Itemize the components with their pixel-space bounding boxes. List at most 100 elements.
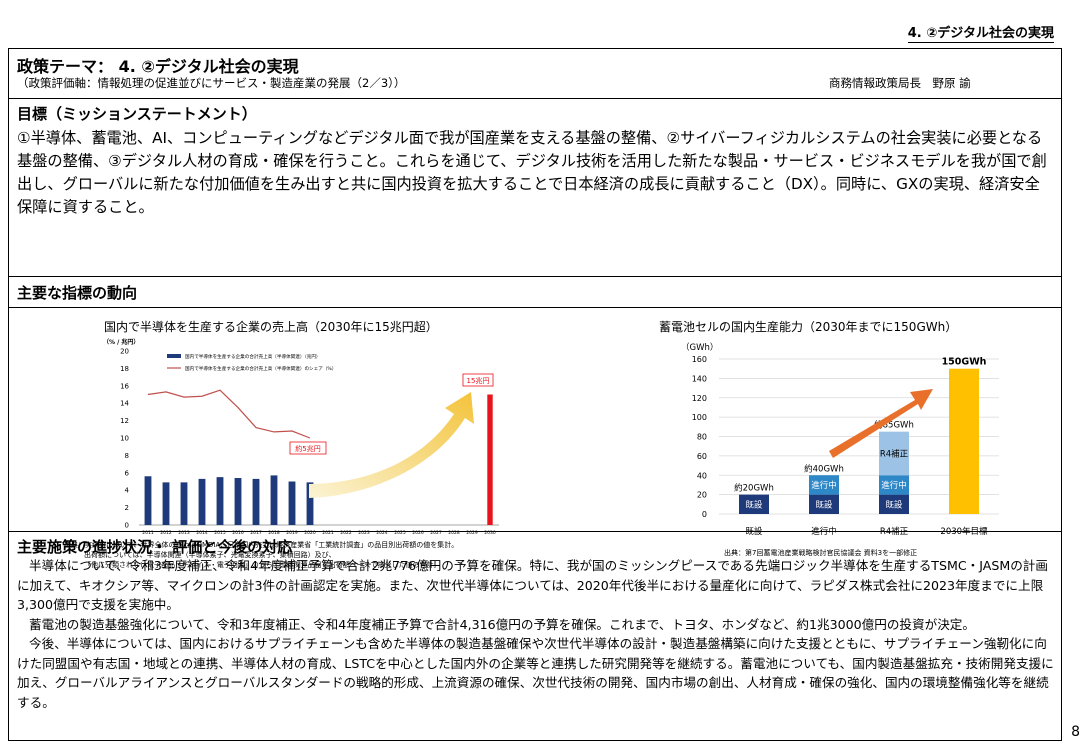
semi-x-tick: 2027 [430,530,442,534]
battery-bar-segment [809,494,839,514]
semi-source-2: 出荷額については、半導体関連（半導体素子、光電変換素子、集積回路）及び、 [84,551,336,559]
theme-title: 政策テーマ： 4. ②デジタル社会の実現 [17,57,299,76]
policy-sheet: 政策テーマ： 4. ②デジタル社会の実現 （政策評価軸：情報処理の促進並びにサー… [8,48,1062,741]
battery-x-tick: 進行中 [811,526,837,536]
semi-y-tick: 10 [120,435,129,443]
semiconductor-chart: （% / 兆円） 0 2 4 6 8 10 12 14 16 18 20 2011 2012 2013 201… [103,338,499,534]
battery-y-tick: 160 [692,355,707,364]
battery-y-tick: 80 [697,433,707,442]
semi-y-tick: 20 [120,348,129,356]
semi-bar [288,481,296,525]
semi-annotation-15trillion: 15兆円 [467,376,490,385]
battery-y-tick: 40 [697,471,707,480]
progress-paragraph-2: 蓄電池の製造基盤強化について、令和3年度補正、令和4年度補正予算で合計4,316… [29,616,975,632]
semi-bar [306,482,314,525]
page-header-label: 4. ②デジタル社会の実現 [907,22,1054,43]
page-number: 8 [1071,724,1080,740]
mission-title: 目標（ミッションステートメント） [17,105,257,123]
indicators-title: 主要な指標の動向 [17,284,138,302]
semi-x-tick: 2021 [322,530,334,534]
semi-x-tick: 2012 [160,530,172,534]
battery-total-label: 約40GWh [804,463,844,474]
battery-y-tick: 20 [697,491,707,500]
semi-x-tick: 2015 [214,530,226,534]
battery-bar-segment [879,494,909,514]
semi-source-3: 「他に分類されない電子部品・デバイス・電子回路」のうち半導体関連品目を出荷額ベー… [84,561,441,569]
semi-x-tick: 2026 [412,530,424,534]
semi-annotation-box [289,441,327,455]
mission-section: 目標（ミッションステートメント） ①半導体、蓄電池、AI、コンピューティングなど… [9,99,1061,277]
semi-x-tick: 2028 [448,530,460,534]
battery-y-tick: 120 [692,394,707,403]
semi-x-tick: 2016 [232,530,244,534]
semi-y-unit: （% / 兆円） [103,338,139,346]
progress-paragraph-1: 半導体について、令和3年度補正、令和4年度補正予算で合計2兆776億円の予算を確… [17,558,1048,612]
semi-annotation-5trillion: 約5兆円 [295,444,320,453]
semi-x-tick: 2029 [466,530,478,534]
semi-y-tick: 18 [120,365,129,373]
theme-owner: 商務情報政策局長 野原 諭 [829,76,971,90]
semi-x-tick: 2025 [394,530,406,534]
battery-bar-segment [879,431,909,476]
semi-legend-sales: 国内で半導体を生産する企業の合計売上高（半導体関連）（兆円） [185,353,321,360]
battery-y-tick: 100 [692,413,707,422]
battery-x-tick: 既設 [745,526,763,536]
battery-y-tick: 140 [692,374,707,383]
battery-source: 出典：第7回蓄電池産業戦略検討官民協議会 資料3を一部修正 [724,549,918,557]
semi-bar [487,394,493,525]
indicators-section: 国内で半導体を生産する企業の売上高（2030年に15兆円超） （% / 兆円） 0… [9,308,1061,569]
progress-paragraph-3: 今後、半導体については、国内におけるサプライチェーンも含めた半導体の製造基盤確保… [17,636,1054,710]
indicators-header: 主要な指標の動向 [9,277,1061,308]
semi-y-tick: 6 [125,469,130,477]
semi-bar [216,477,224,525]
semi-bar [144,476,152,525]
battery-x-tick: R4補正 [880,526,909,536]
progress-title: 主要施策の進捗状況・ 評価と今後の対応 [17,538,293,556]
semi-y-tick: 8 [125,452,129,460]
battery-y-tick: 0 [702,510,707,519]
battery-total-label: 150GWh [942,357,987,368]
semi-y-tick: 0 [125,522,129,530]
semi-y-tick: 4 [125,487,130,495]
battery-segment-label: 進行中 [811,480,837,491]
semi-bar [180,482,188,525]
semi-legend-share: 国内で半導体を生産する企業の合計売上高（半導体関連）のシェア（%） [185,365,336,372]
semi-source-1: 出典：実績分について、世界全体の売上はOMDIA、日本国内売上は経済産業省「工業… [64,541,459,549]
battery-y-unit: （GWh） [681,342,718,353]
semi-annotation-box [462,373,494,387]
battery-segment-label: 既設 [745,499,763,510]
battery-total-label: 約20GWh [734,483,774,494]
battery-bar-segment [739,494,769,514]
progress-section: 主要施策の進捗状況・ 評価と今後の対応 半導体について、令和3年度補正、令和4年… [9,532,1061,742]
semi-x-tick: 2023 [358,530,370,534]
semi-x-tick: 2014 [196,530,208,534]
battery-chart-title: 蓄電池セルの国内生産能力（2030年までに150GWh） [659,320,958,334]
battery-segment-label: 進行中 [881,480,907,491]
semi-bar [162,482,170,525]
battery-growth-arrow [829,389,933,458]
theme-subtitle: （政策評価軸：情報処理の促進並びにサービス・製造産業の発展（2／3）） [17,76,406,90]
semi-bar [198,478,206,525]
semi-x-tick: 2024 [376,530,388,534]
semi-x-tick: 2020 [304,530,316,534]
battery-bar-segment [879,475,909,495]
semi-x-tick: 2030 [484,530,496,534]
semi-bar [234,478,242,525]
semi-bar [270,475,278,525]
semi-x-tick: 2011 [142,530,154,534]
battery-segment-label: 既設 [815,499,833,510]
theme-section: 政策テーマ： 4. ②デジタル社会の実現 （政策評価軸：情報処理の促進並びにサー… [9,49,1061,99]
semi-y-tick: 2 [125,504,129,512]
semi-y-tick: 14 [120,400,129,408]
semi-x-tick: 2018 [268,530,280,534]
battery-total-label: 約85GWh [874,420,914,431]
semi-x-tick: 2013 [178,530,190,534]
battery-y-tick: 60 [697,452,707,461]
battery-x-tick: 2030年目標 [940,526,988,536]
semi-x-tick: 2019 [286,530,298,534]
battery-bar-segment [949,368,979,514]
battery-segment-label: 既設 [885,499,903,510]
battery-segment-label: R4補正 [880,448,909,459]
semi-chart-title: 国内で半導体を生産する企業の売上高（2030年に15兆円超） [104,320,438,334]
